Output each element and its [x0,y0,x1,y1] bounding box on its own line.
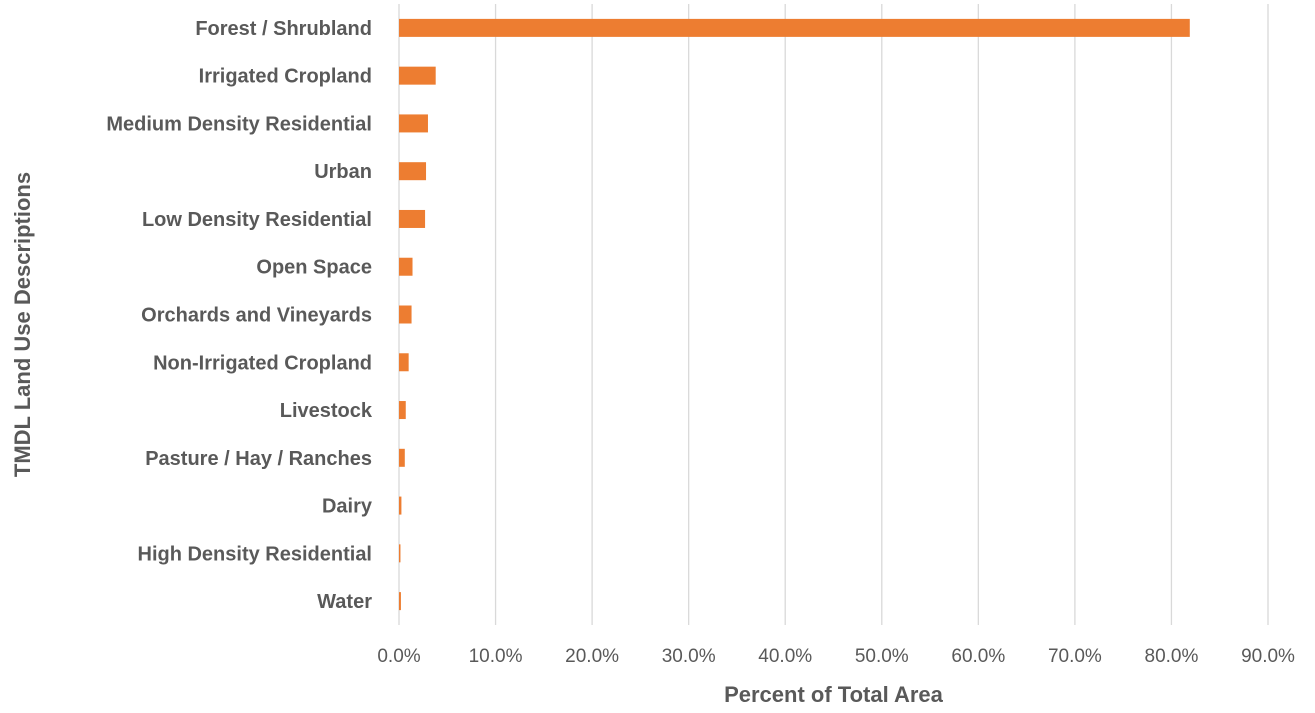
bar [399,401,406,420]
y-axis-title: TMDL Land Use Descriptions [10,172,35,477]
category-label: Open Space [256,257,372,279]
category-label: Livestock [280,400,373,422]
x-tick-label: 90.0% [1241,646,1295,667]
x-axis-title: Percent of Total Area [724,682,944,707]
bar [399,18,1190,37]
category-label: Non-Irrigated Cropland [153,352,372,374]
bar [399,209,426,228]
bar [399,66,436,85]
x-tick-label: 30.0% [662,646,716,667]
x-tick-label: 70.0% [1048,646,1102,667]
category-labels: Forest / Shrubland Irrigated Cropland Medi… [106,18,373,613]
bar [399,496,402,515]
x-tick-label: 10.0% [469,646,523,667]
category-label: Forest / Shrubland [195,18,372,40]
bar [399,592,401,611]
bar [399,162,427,181]
bar [399,257,413,276]
category-label: Irrigated Cropland [199,66,372,88]
x-tick-label: 40.0% [758,646,812,667]
bar [399,353,409,372]
category-label: Low Density Residential [142,209,372,231]
category-label: Dairy [322,496,373,518]
x-tick-label: 80.0% [1145,646,1199,667]
x-tick-label: 0.0% [377,646,420,667]
category-label: Urban [314,161,372,183]
category-label: Orchards and Vineyards [141,305,372,327]
x-tick-label: 50.0% [855,646,909,667]
x-tick-label: 60.0% [951,646,1005,667]
bar [399,305,412,324]
bar [399,114,428,133]
bar [399,544,401,563]
category-label: Water [317,591,372,613]
bars [399,18,1190,611]
x-tick-label: 20.0% [565,646,619,667]
category-label: Pasture / Hay / Ranches [145,448,372,470]
bar [399,448,405,467]
category-label: High Density Residential [138,543,373,565]
x-tick-labels: 0.0% 10.0% 20.0% 30.0% 40.0% 50.0% 60.0% 70.0% 8… [377,646,1295,667]
category-label: Medium Density Residential [106,113,372,135]
gridlines [398,4,1269,625]
